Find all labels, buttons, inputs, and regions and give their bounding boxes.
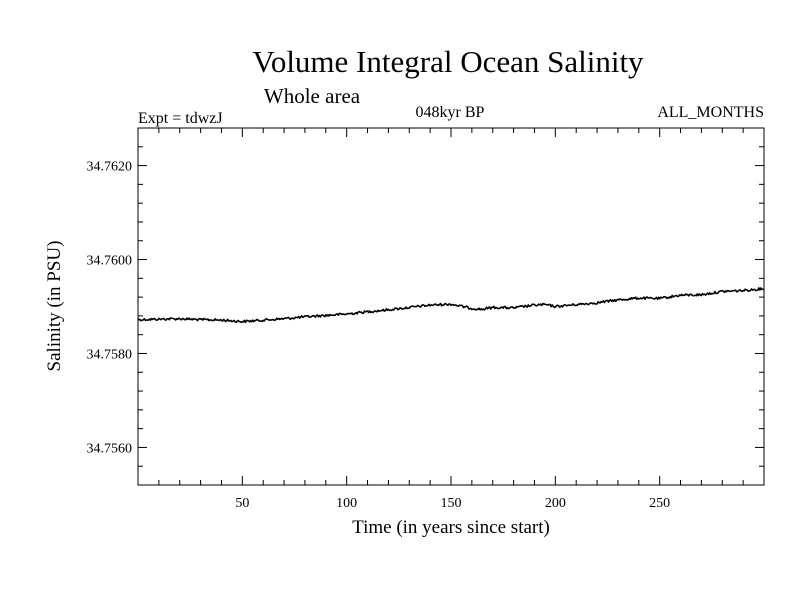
months-label: ALL_MONTHS <box>657 104 764 121</box>
y-axis-label: Salinity (in PSU) <box>44 241 65 372</box>
chart-subtitle: Whole area <box>264 84 361 108</box>
experiment-label: Expt = tdwzJ <box>138 110 223 127</box>
tick-labels: 50 100 150 200 250 34.7560 34.7580 34.7600 34.76… <box>87 160 671 511</box>
axis-ticks <box>138 128 764 485</box>
x-axis-label: Time (in years since start) <box>352 517 550 538</box>
x-tick-label: 250 <box>649 496 670 511</box>
chart-title: Volume Integral Ocean Salinity <box>252 44 644 79</box>
y-tick-label: 34.7580 <box>87 347 133 362</box>
x-tick-label: 150 <box>441 496 462 511</box>
plot-frame <box>137 127 765 486</box>
x-tick-label: 100 <box>336 496 357 511</box>
salinity-series-line <box>137 287 765 324</box>
y-tick-label: 34.7620 <box>87 160 133 175</box>
y-tick-label: 34.7600 <box>87 254 133 269</box>
y-tick-label: 34.7560 <box>87 441 133 456</box>
x-tick-label: 50 <box>235 496 249 511</box>
x-tick-label: 200 <box>545 496 566 511</box>
period-label: 048kyr BP <box>416 104 485 121</box>
